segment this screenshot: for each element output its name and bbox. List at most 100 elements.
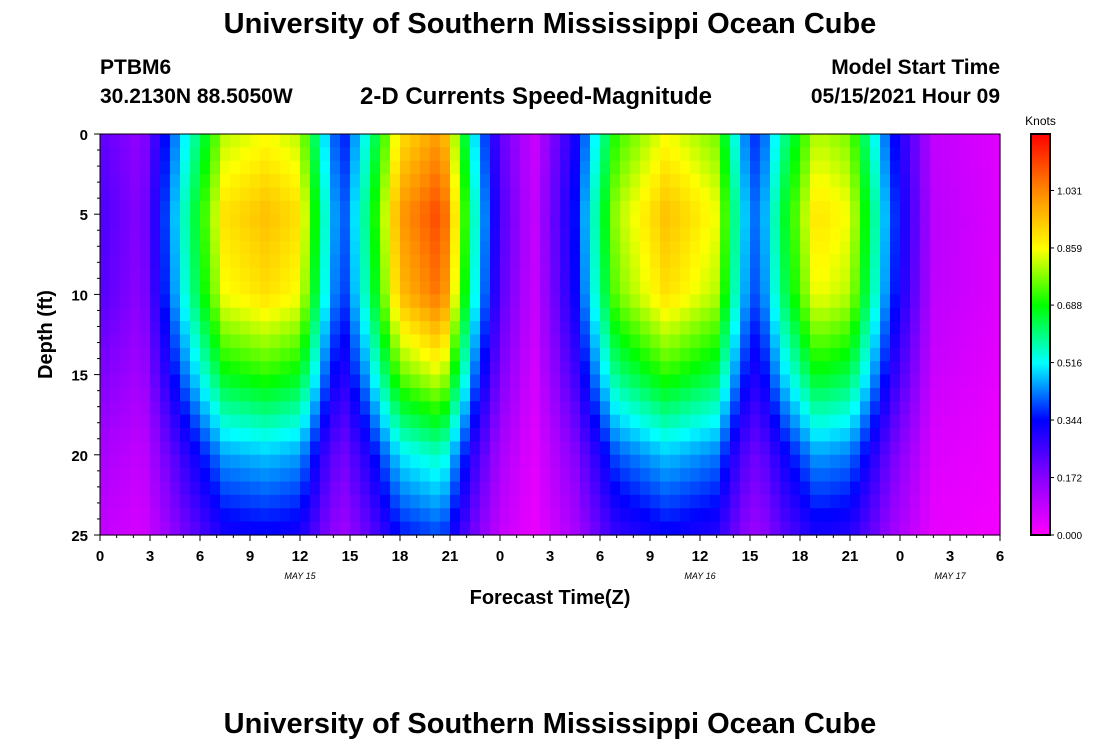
heatmap-cell xyxy=(720,200,731,215)
heatmap-cell xyxy=(950,494,961,509)
heatmap-cell xyxy=(950,160,961,175)
heatmap-cell xyxy=(740,347,751,362)
heatmap-cell xyxy=(130,281,141,295)
heatmap-cell xyxy=(750,361,761,376)
heatmap-cell xyxy=(560,387,571,402)
heatmap-cell xyxy=(360,521,371,536)
heatmap-cell xyxy=(120,240,131,255)
heatmap-cell xyxy=(880,294,891,309)
heatmap-cell xyxy=(390,361,401,376)
heatmap-cell xyxy=(880,401,891,416)
heatmap-cell xyxy=(380,174,391,189)
heatmap-cell xyxy=(720,294,731,309)
heatmap-cell xyxy=(930,494,941,509)
heatmap-cell xyxy=(610,481,621,496)
heatmap-cell xyxy=(720,160,731,175)
heatmap-cell xyxy=(790,468,801,483)
heatmap-cell xyxy=(760,414,771,429)
heatmap-cell xyxy=(810,414,821,429)
heatmap-cell xyxy=(870,521,881,536)
heatmap-cell xyxy=(730,321,741,336)
heatmap-cell xyxy=(210,401,221,416)
heatmap-cell xyxy=(730,468,741,483)
heatmap-cell xyxy=(640,347,651,362)
heatmap-cell xyxy=(140,334,151,349)
heatmap-cell xyxy=(310,321,321,336)
heatmap-cell xyxy=(160,254,171,269)
heatmap-cell xyxy=(420,321,431,336)
heatmap-cell xyxy=(290,227,301,242)
heatmap-cell xyxy=(150,321,161,336)
heatmap-cell xyxy=(280,174,291,189)
heatmap-cell xyxy=(190,468,201,483)
heatmap-cell xyxy=(170,134,181,148)
heatmap-cell xyxy=(910,227,921,242)
heatmap-cell xyxy=(250,307,261,322)
heatmap-cell xyxy=(870,374,881,389)
heatmap-cell xyxy=(860,361,871,376)
heatmap-cell xyxy=(100,347,111,362)
heatmap-cell xyxy=(220,374,231,389)
heatmap-cell xyxy=(240,508,251,523)
heatmap-cell xyxy=(530,468,541,483)
heatmap-cell xyxy=(400,174,411,189)
heatmap-cell xyxy=(770,240,781,255)
heatmap-cell xyxy=(260,361,271,376)
heatmap-cell xyxy=(450,441,461,456)
heatmap-cell xyxy=(580,347,591,362)
heatmap-cell xyxy=(310,254,321,269)
heatmap-cell xyxy=(860,428,871,443)
heatmap-cell xyxy=(910,441,921,456)
heatmap-cell xyxy=(350,454,361,469)
heatmap-cell xyxy=(550,147,561,162)
heatmap-cell xyxy=(430,254,441,269)
heatmap-cell xyxy=(310,361,321,376)
heatmap-cell xyxy=(210,387,221,402)
heatmap-cell xyxy=(110,147,121,162)
heatmap-cell xyxy=(310,294,321,309)
heatmap-cell xyxy=(780,441,791,456)
heatmap-cell xyxy=(960,334,971,349)
heatmap-cell xyxy=(920,254,931,269)
heatmap-cell xyxy=(270,187,281,202)
heatmap-cell xyxy=(990,521,1001,536)
colorbar-tick-label: 0.688 xyxy=(1057,301,1082,312)
heatmap-cell xyxy=(790,240,801,255)
heatmap-cell xyxy=(650,147,661,162)
heatmap-cell xyxy=(350,494,361,509)
heatmap-cell xyxy=(150,214,161,229)
x-tick-label: 18 xyxy=(392,548,409,565)
heatmap-cell xyxy=(560,414,571,429)
heatmap-cell xyxy=(510,187,521,202)
heatmap-cell xyxy=(430,321,441,336)
heatmap-cell xyxy=(420,494,431,509)
heatmap-cell xyxy=(590,468,601,483)
heatmap-cell xyxy=(990,240,1001,255)
heatmap-cell xyxy=(940,227,951,242)
heatmap-cell xyxy=(390,374,401,389)
heatmap-cell xyxy=(260,468,271,483)
heatmap-cell xyxy=(770,147,781,162)
heatmap-cell xyxy=(690,401,701,416)
heatmap-cell xyxy=(100,508,111,523)
heatmap-cell xyxy=(860,134,871,148)
heatmap-cell xyxy=(990,227,1001,242)
heatmap-cell xyxy=(260,334,271,349)
heatmap-cell xyxy=(460,428,471,443)
heatmap-cell xyxy=(530,454,541,469)
heatmap-cell xyxy=(160,361,171,376)
y-tick-label: 25 xyxy=(71,528,88,545)
heatmap-cell xyxy=(140,187,151,202)
heatmap-cell xyxy=(230,494,241,509)
heatmap-cell xyxy=(490,521,501,536)
heatmap-cell xyxy=(830,521,841,536)
heatmap-cell xyxy=(710,294,721,309)
heatmap-cell xyxy=(770,321,781,336)
heatmap-cell xyxy=(960,481,971,496)
heatmap-cell xyxy=(110,187,121,202)
heatmap-cell xyxy=(450,294,461,309)
heatmap-cell xyxy=(980,508,991,523)
heatmap-cell xyxy=(350,294,361,309)
heatmap-cell xyxy=(850,387,861,402)
heatmap-cell xyxy=(460,361,471,376)
